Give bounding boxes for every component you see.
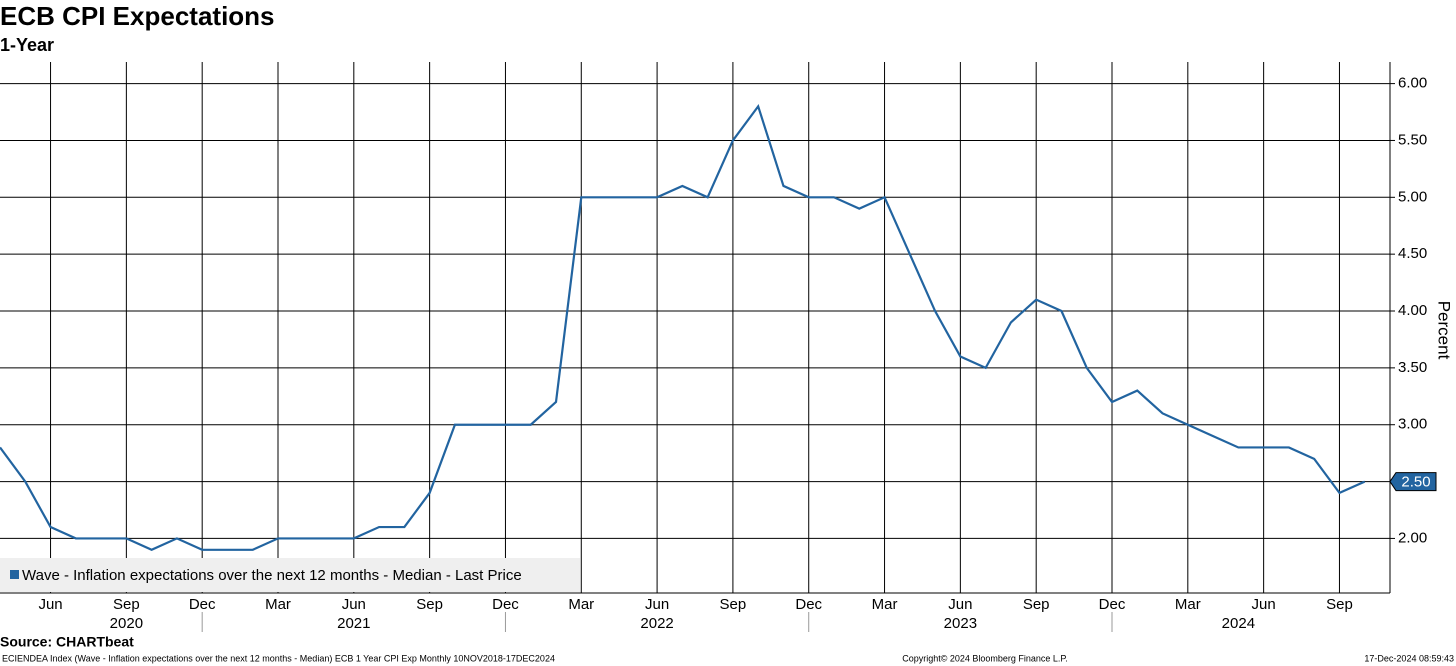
chart-title: ECB CPI Expectations [0,1,275,31]
y-tick-label: 3.50 [1398,359,1427,376]
year-label: 2023 [944,615,977,632]
year-label: 2022 [640,615,673,632]
chart-subtitle: 1-Year [0,35,54,55]
x-tick-label: Dec [795,596,822,613]
year-label: 2020 [110,615,143,632]
x-tick-label: Mar [568,596,594,613]
x-tick-label: Dec [492,596,519,613]
footer-center: Copyright© 2024 Bloomberg Finance L.P. [902,653,1068,663]
x-tick-label: Dec [1099,596,1126,613]
footer-right: 17-Dec-2024 08:59:43 [1364,653,1454,663]
x-tick-label: Sep [416,596,443,613]
x-tick-label: Dec [189,596,216,613]
y-tick-label: 3.00 [1398,416,1427,433]
x-tick-label: Mar [1175,596,1201,613]
x-tick-label: Jun [1252,596,1276,613]
x-tick-label: Sep [1326,596,1353,613]
x-tick-label: Sep [1023,596,1050,613]
y-tick-label: 5.00 [1398,188,1427,205]
legend-label: Wave - Inflation expectations over the n… [22,567,522,584]
y-tick-label: 5.50 [1398,131,1427,148]
y-tick-label: 4.00 [1398,302,1427,319]
x-tick-label: Mar [872,596,898,613]
x-tick-label: Mar [265,596,291,613]
x-tick-label: Sep [720,596,747,613]
y-tick-label: 4.50 [1398,245,1427,262]
x-tick-label: Sep [113,596,140,613]
source: Source: CHARTbeat [0,634,134,650]
x-tick-label: Jun [342,596,366,613]
legend-swatch [10,570,19,579]
last-value-tag [1389,472,1437,492]
legend-box [0,558,580,592]
data-line [0,103,1366,551]
y-axis-title: Percent [1435,301,1454,360]
x-tick-label: Jun [38,596,62,613]
y-tick-label: 6.00 [1398,75,1427,92]
x-tick-label: Jun [948,596,972,613]
last-value-label: 2.50 [1401,474,1430,491]
year-label: 2024 [1222,615,1255,632]
year-label: 2021 [337,615,370,632]
footer-left: ECIENDEA Index (Wave - Inflation expecta… [2,653,555,663]
y-tick-label: 2.00 [1398,529,1427,546]
x-tick-label: Jun [645,596,669,613]
